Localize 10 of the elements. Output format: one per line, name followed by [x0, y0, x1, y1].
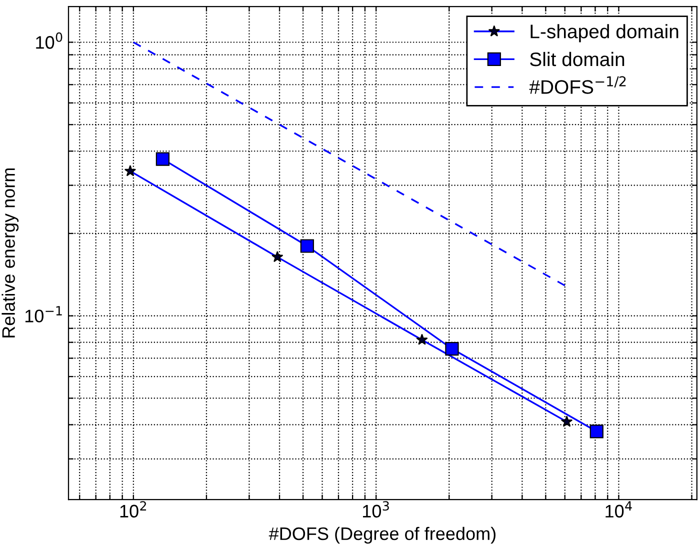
y-tick-label: 10$^{−1}$: [25, 306, 62, 322]
x-tick-label: 10$^{3}$: [363, 501, 389, 518]
legend-label: L-shaped domain: [530, 24, 678, 42]
legend-label: #DOFS$^{−1/2}$: [529, 76, 626, 94]
x-tick-label: 10$^{2}$: [120, 501, 146, 518]
y-tick-label: 10$^{0}$: [36, 32, 62, 49]
x-axis-title: #DOFS (Degree of freedom): [268, 526, 496, 544]
x-tick-label: 10$^{4}$: [606, 501, 632, 518]
legend-label: Slit domain: [530, 52, 624, 66]
y-axis-title: Relative energy norm: [2, 168, 19, 338]
